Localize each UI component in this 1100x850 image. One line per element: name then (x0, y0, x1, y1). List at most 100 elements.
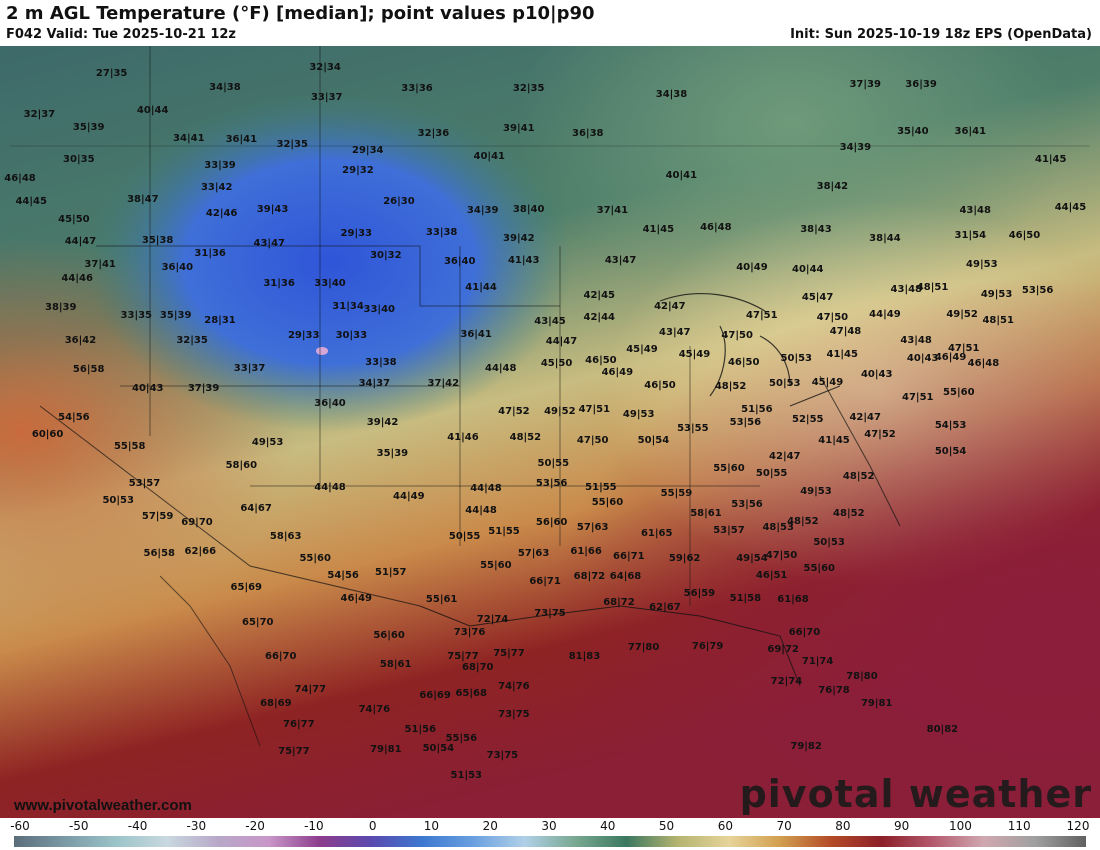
point-value: 49|54 (736, 552, 768, 564)
point-value: 66|71 (529, 575, 561, 587)
point-value: 38|40 (512, 203, 545, 215)
point-value: 33|38 (425, 226, 458, 238)
point-value: 33|35 (120, 310, 153, 322)
point-value: 75|77 (493, 648, 525, 660)
point-value: 33|37 (233, 362, 266, 374)
point-value: 56|58 (72, 364, 105, 376)
point-value: 79|82 (790, 740, 822, 752)
point-value: 71|74 (801, 656, 834, 668)
point-value: 47|51 (947, 342, 980, 354)
point-value: 34|39 (839, 141, 872, 153)
point-value: 66|70 (264, 651, 297, 663)
point-value: 35|40 (897, 126, 929, 138)
point-value: 66|69 (419, 690, 451, 702)
colorbar-tick-label: -40 (127, 819, 148, 833)
point-value: 77|80 (627, 642, 660, 654)
point-value: 54|53 (934, 419, 967, 431)
point-value: 42|45 (583, 290, 615, 302)
point-value: 58|61 (690, 507, 722, 519)
point-value: 57|63 (576, 521, 609, 533)
point-value: 47|50 (576, 435, 609, 447)
point-value: 49|53 (251, 436, 284, 448)
point-value: 60|60 (31, 429, 64, 441)
point-value: 64|67 (240, 503, 272, 515)
point-value: 33|37 (310, 92, 343, 104)
point-value: 49|53 (622, 409, 655, 421)
point-value: 62|67 (649, 602, 681, 614)
colorbar-tick-label: 100 (948, 819, 972, 833)
point-value: 29|32 (342, 165, 374, 177)
point-value: 42|47 (654, 300, 686, 312)
point-value: 50|55 (755, 467, 788, 479)
point-value: 29|33 (340, 228, 373, 240)
point-value: 72|74 (770, 676, 803, 688)
point-value: 51|56 (741, 404, 773, 416)
point-value: 52|55 (792, 413, 824, 425)
point-value: 47|50 (721, 330, 753, 342)
point-value: 45|50 (540, 358, 573, 370)
point-value: 33|36 (401, 83, 433, 95)
point-value: 33|40 (363, 304, 395, 316)
point-value: 30|32 (370, 249, 402, 261)
point-value: 41|45 (818, 435, 850, 447)
point-value: 55|60 (713, 463, 745, 475)
point-value: 46|50 (727, 356, 760, 368)
point-value: 34|38 (209, 81, 241, 93)
point-value: 36|40 (443, 256, 476, 268)
point-value: 49|52 (544, 405, 576, 417)
point-value: 47|50 (816, 311, 849, 323)
point-value: 65|69 (230, 581, 263, 593)
point-value: 35|39 (72, 121, 105, 133)
point-value: 44|46 (61, 273, 93, 285)
point-value: 55|56 (445, 733, 478, 745)
point-value: 34|38 (655, 89, 688, 101)
point-value: 29|34 (352, 144, 384, 156)
point-value: 79|81 (370, 744, 402, 756)
point-value: 38|39 (44, 302, 77, 314)
point-value: 68|69 (260, 697, 292, 709)
point-value: 55|60 (299, 552, 331, 564)
point-value: 36|40 (161, 262, 194, 274)
point-value: 76|79 (691, 640, 724, 652)
colorbar-tick-label: -60 (10, 819, 30, 833)
colorbar-tick-label: 90 (894, 819, 910, 833)
point-value: 42|44 (583, 311, 615, 323)
temperature-map[interactable]: 27|35 32|34 34|38 33|36 32|35 34|38 37|39 36|39… (0, 46, 1100, 818)
point-value: 73|75 (534, 608, 566, 620)
point-value: 55|60 (803, 563, 835, 575)
point-value: 51|57 (374, 566, 407, 578)
point-value: 48|53 (762, 521, 794, 533)
colorbar-tick-label: 110 (1007, 819, 1031, 833)
point-value: 45|49 (678, 348, 711, 360)
point-value: 50|54 (934, 446, 967, 458)
point-value: 53|57 (128, 478, 161, 490)
point-value: 75|77 (278, 745, 310, 757)
colorbar-tick-label: 20 (482, 819, 498, 833)
point-value: 58|60 (225, 459, 258, 471)
point-value: 31|36 (263, 277, 295, 289)
point-value: 47|48 (829, 325, 862, 337)
point-value: 36|42 (64, 334, 97, 346)
point-value: 35|39 (376, 447, 409, 459)
colorbar-tick-label: 60 (717, 819, 733, 833)
point-value: 73|75 (486, 750, 519, 762)
brand-logo: pivotal weather (739, 772, 1092, 816)
point-value: 50|54 (637, 435, 670, 447)
point-value: 31|54 (954, 229, 987, 241)
point-value: 40|41 (473, 151, 505, 163)
point-value: 68|72 (603, 597, 635, 609)
point-value: 53|56 (729, 416, 762, 428)
colorbar-tick-label: 80 (835, 819, 851, 833)
point-value: 36|41 (225, 134, 258, 146)
point-value: 49|53 (800, 486, 832, 498)
point-value: 55|60 (591, 497, 624, 509)
point-value: 55|61 (425, 594, 458, 606)
point-value: 43|48 (959, 205, 991, 217)
point-value: 48|52 (787, 515, 819, 527)
point-value: 54|56 (58, 412, 90, 424)
point-value: 45|49 (626, 344, 658, 356)
point-value: 41|43 (507, 254, 540, 266)
point-value: 61|68 (777, 594, 809, 606)
point-value: 33|39 (204, 160, 236, 172)
point-value: 34|41 (173, 132, 205, 144)
